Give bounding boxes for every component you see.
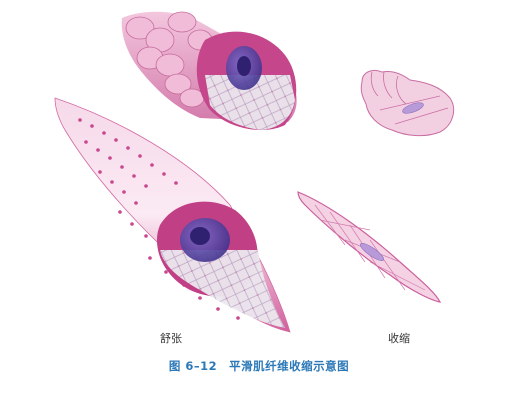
contracted-fiber-cut-face <box>196 31 297 130</box>
nucleus <box>402 102 424 114</box>
figure-caption: 图 6–12 平滑肌纤维收缩示意图 <box>0 358 518 374</box>
relaxed-fiber <box>54 97 291 333</box>
contracted-fiber-upper <box>121 11 297 130</box>
contracted-cell-elongated <box>297 191 442 303</box>
contracted-fiber-bulges <box>125 11 213 108</box>
label-contracted: 收缩 <box>388 332 410 345</box>
label-relaxed: 舒张 <box>160 332 182 345</box>
figure-number: 图 6–12 <box>168 359 218 373</box>
figure-title: 平滑肌纤维收缩示意图 <box>229 359 350 373</box>
nucleus <box>360 243 384 261</box>
contracted-cell-small <box>360 69 455 137</box>
relaxed-fiber-cut-face <box>156 201 285 328</box>
